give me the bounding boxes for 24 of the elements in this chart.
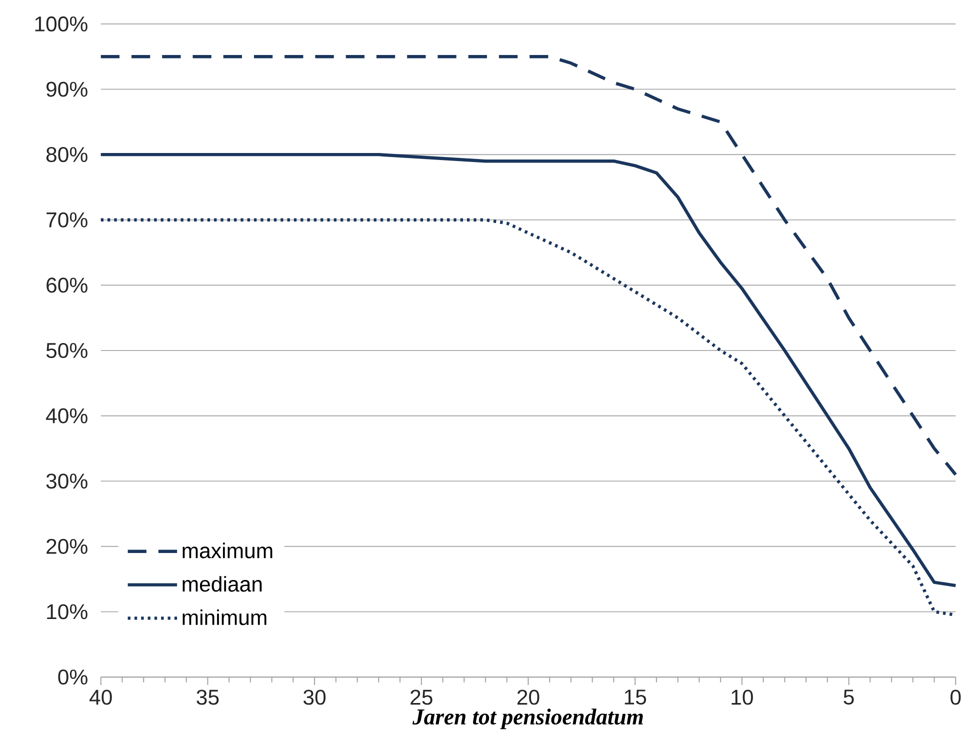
y-tick-label: 80%	[46, 147, 88, 162]
legend-label: minimum	[182, 610, 266, 626]
x-tick-label: 15	[624, 690, 646, 705]
y-tick-label: 40%	[46, 408, 88, 424]
legend-label: maximum	[182, 542, 272, 558]
x-tick-label: 10	[732, 690, 753, 705]
y-tick-label: 0%	[58, 670, 88, 685]
y-tick-label: 30%	[46, 474, 88, 489]
x-tick-label: 40	[89, 690, 112, 705]
x-tick-label: 0	[950, 690, 961, 705]
x-tick-label: 30	[304, 690, 326, 705]
y-tick-label: 20%	[46, 538, 88, 554]
y-tick-label: 10%	[47, 604, 88, 620]
y-tick-label: 100%	[35, 16, 88, 32]
y-tick-label: 90%	[46, 82, 88, 97]
x-axis-title: Jaren tot pensioendatum	[412, 708, 643, 730]
x-tick-label: 35	[196, 690, 219, 705]
legend-label: mediaan	[182, 576, 262, 592]
y-tick-label: 60%	[46, 278, 88, 293]
y-tick-label: 70%	[46, 212, 88, 228]
x-tick-label: 25	[410, 690, 432, 705]
y-tick-label: 50%	[46, 342, 88, 358]
x-tick-label: 20	[517, 690, 540, 705]
x-tick-label: 5	[844, 690, 854, 705]
